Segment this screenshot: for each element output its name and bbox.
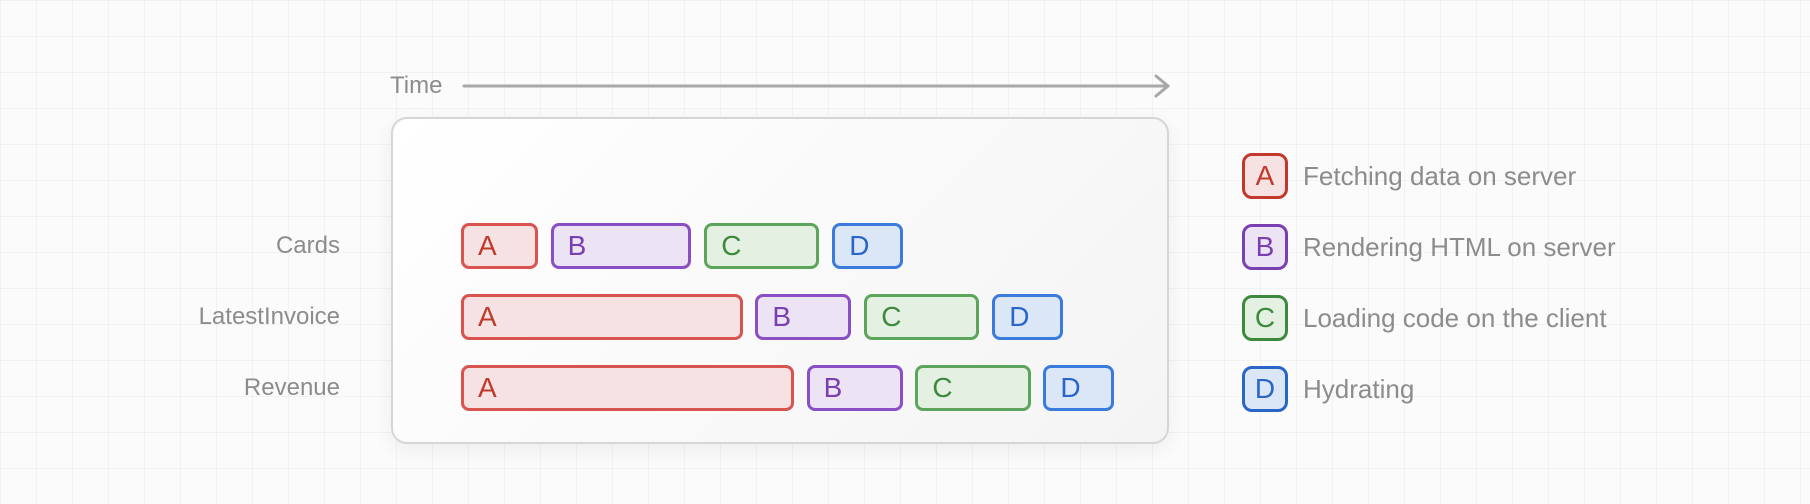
row-label: Revenue: [243, 374, 340, 401]
legend-label: Hydrating: [1303, 374, 1415, 404]
segment-b: B: [550, 223, 692, 269]
segment-d: D: [1043, 365, 1114, 411]
segment-d: D: [832, 223, 903, 269]
segment-b: B: [806, 365, 903, 411]
segment-d: D: [992, 294, 1063, 340]
legend-label: Fetching data on server: [1303, 161, 1577, 191]
legend-swatch-b: B: [1242, 224, 1288, 270]
row-label: Cards: [275, 232, 340, 259]
legend-label: Loading code on the client: [1303, 303, 1607, 333]
time-axis-label: Time: [390, 72, 443, 99]
segment-c: C: [704, 223, 820, 269]
segment-c: C: [915, 365, 1031, 411]
segment-c: C: [864, 294, 980, 340]
time-axis-arrow: [462, 74, 1170, 98]
legend-swatch-d: D: [1242, 366, 1288, 412]
segment-a: A: [461, 365, 794, 411]
legend-label: Rendering HTML on server: [1303, 232, 1616, 262]
legend-swatch-a: A: [1242, 153, 1288, 199]
segment-a: A: [461, 294, 743, 340]
row-label: LatestInvoice: [198, 303, 340, 330]
segment-b: B: [755, 294, 852, 340]
legend-swatch-c: C: [1242, 295, 1288, 341]
segment-a: A: [461, 223, 538, 269]
